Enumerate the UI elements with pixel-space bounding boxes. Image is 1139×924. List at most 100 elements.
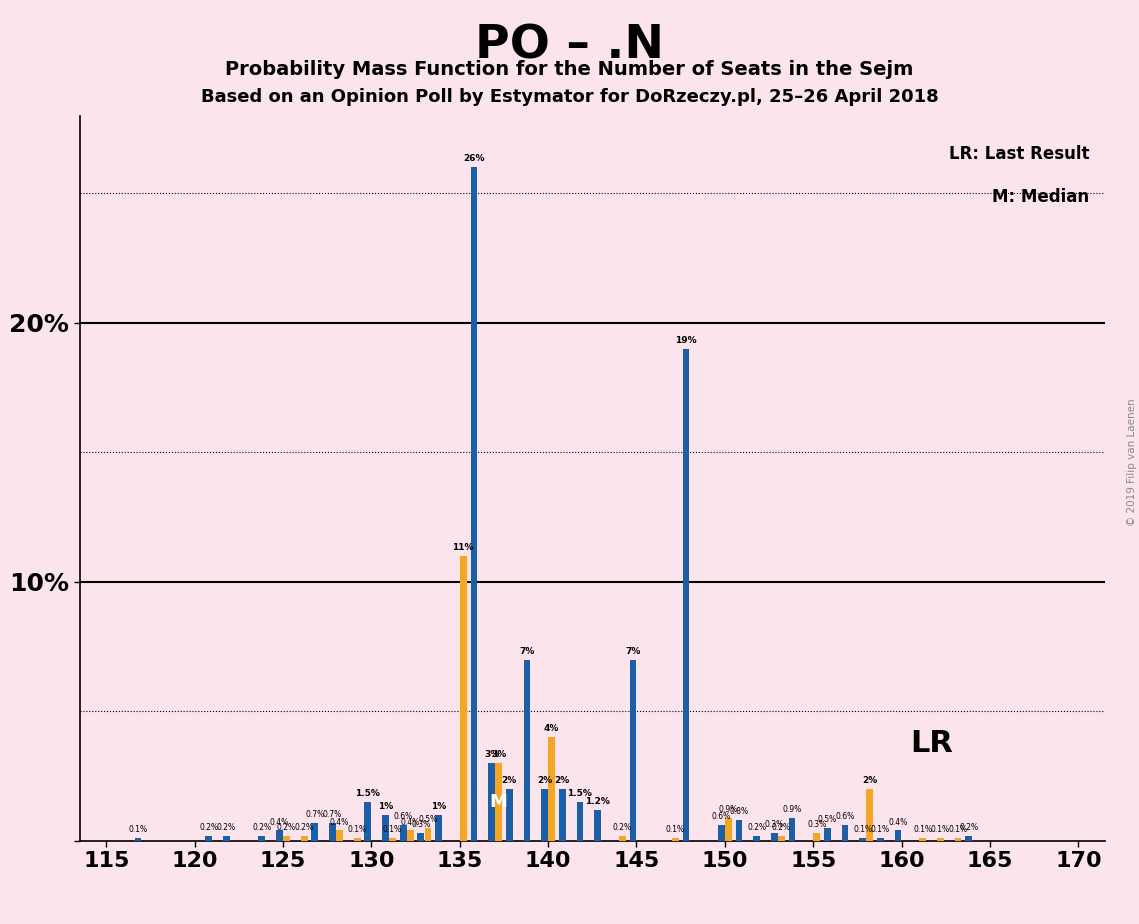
- Bar: [726, 818, 731, 841]
- Text: 1.5%: 1.5%: [355, 789, 380, 798]
- Bar: [336, 831, 343, 841]
- Text: 0.7%: 0.7%: [305, 809, 325, 819]
- Text: 0.3%: 0.3%: [808, 821, 827, 829]
- Text: 0.1%: 0.1%: [347, 825, 367, 834]
- Bar: [134, 838, 141, 841]
- Bar: [682, 348, 689, 841]
- Text: 0.1%: 0.1%: [931, 825, 950, 834]
- Bar: [400, 825, 407, 841]
- Text: 0.9%: 0.9%: [782, 805, 802, 814]
- Text: 0.1%: 0.1%: [871, 825, 890, 834]
- Text: 2%: 2%: [862, 776, 877, 785]
- Text: 0.3%: 0.3%: [411, 821, 431, 829]
- Bar: [559, 789, 566, 841]
- Bar: [778, 835, 785, 841]
- Text: 0.2%: 0.2%: [199, 822, 219, 832]
- Text: 0.1%: 0.1%: [129, 825, 148, 834]
- Bar: [418, 833, 424, 841]
- Bar: [541, 789, 548, 841]
- Bar: [223, 835, 230, 841]
- Text: 0.1%: 0.1%: [853, 825, 872, 834]
- Text: PO – .N: PO – .N: [475, 23, 664, 68]
- Text: Based on an Opinion Poll by Estymator for DoRzeczy.pl, 25–26 April 2018: Based on an Opinion Poll by Estymator fo…: [200, 88, 939, 105]
- Bar: [895, 831, 901, 841]
- Text: 19%: 19%: [675, 335, 697, 345]
- Bar: [672, 838, 679, 841]
- Bar: [259, 835, 265, 841]
- Bar: [524, 660, 531, 841]
- Text: 0.4%: 0.4%: [401, 818, 420, 827]
- Bar: [276, 831, 282, 841]
- Text: 0.7%: 0.7%: [322, 809, 342, 819]
- Text: 3%: 3%: [491, 750, 506, 760]
- Bar: [813, 833, 820, 841]
- Text: Probability Mass Function for the Number of Seats in the Sejm: Probability Mass Function for the Number…: [226, 60, 913, 79]
- Text: 7%: 7%: [519, 647, 534, 656]
- Bar: [495, 763, 502, 841]
- Bar: [329, 822, 336, 841]
- Bar: [205, 835, 212, 841]
- Text: 1%: 1%: [431, 802, 446, 811]
- Text: 3%: 3%: [484, 750, 499, 760]
- Text: © 2019 Filip van Laenen: © 2019 Filip van Laenen: [1126, 398, 1137, 526]
- Bar: [284, 835, 289, 841]
- Bar: [470, 167, 477, 841]
- Bar: [595, 809, 601, 841]
- Text: LR: LR: [910, 729, 953, 758]
- Bar: [753, 835, 760, 841]
- Bar: [301, 835, 308, 841]
- Text: M: M: [490, 793, 508, 811]
- Text: 0.2%: 0.2%: [747, 822, 767, 832]
- Bar: [823, 828, 830, 841]
- Bar: [630, 660, 637, 841]
- Text: 1%: 1%: [378, 802, 393, 811]
- Bar: [364, 802, 371, 841]
- Text: 0.6%: 0.6%: [835, 812, 854, 821]
- Bar: [788, 818, 795, 841]
- Bar: [435, 815, 442, 841]
- Text: LR: Last Result: LR: Last Result: [949, 144, 1089, 163]
- Bar: [506, 789, 513, 841]
- Bar: [937, 838, 944, 841]
- Text: 0.1%: 0.1%: [949, 825, 968, 834]
- Bar: [618, 835, 625, 841]
- Text: 0.2%: 0.2%: [295, 822, 313, 832]
- Bar: [390, 838, 396, 841]
- Text: 0.6%: 0.6%: [712, 812, 731, 821]
- Text: 0.9%: 0.9%: [719, 805, 738, 814]
- Text: 0.2%: 0.2%: [959, 822, 978, 832]
- Bar: [771, 833, 778, 841]
- Text: 1.2%: 1.2%: [585, 796, 611, 806]
- Text: 0.6%: 0.6%: [394, 812, 412, 821]
- Text: 0.5%: 0.5%: [418, 815, 437, 824]
- Text: 0.4%: 0.4%: [888, 818, 908, 827]
- Text: 4%: 4%: [544, 724, 559, 734]
- Bar: [736, 821, 743, 841]
- Text: 0.2%: 0.2%: [277, 822, 296, 832]
- Text: 1.5%: 1.5%: [567, 789, 592, 798]
- Bar: [919, 838, 926, 841]
- Bar: [966, 835, 972, 841]
- Bar: [576, 802, 583, 841]
- Text: 2%: 2%: [555, 776, 570, 785]
- Text: 0.4%: 0.4%: [270, 818, 289, 827]
- Text: 26%: 26%: [464, 154, 484, 164]
- Text: 0.2%: 0.2%: [252, 822, 271, 832]
- Text: 2%: 2%: [536, 776, 552, 785]
- Bar: [382, 815, 388, 841]
- Text: 7%: 7%: [625, 647, 640, 656]
- Bar: [718, 825, 724, 841]
- Bar: [842, 825, 849, 841]
- Text: 0.5%: 0.5%: [818, 815, 837, 824]
- Bar: [548, 737, 555, 841]
- Bar: [460, 556, 467, 841]
- Text: 0.1%: 0.1%: [383, 825, 402, 834]
- Text: M: Median: M: Median: [992, 188, 1089, 206]
- Text: 0.2%: 0.2%: [613, 822, 632, 832]
- Bar: [354, 838, 361, 841]
- Bar: [311, 822, 318, 841]
- Bar: [867, 789, 874, 841]
- Bar: [425, 828, 432, 841]
- Text: 2%: 2%: [501, 776, 517, 785]
- Text: 0.2%: 0.2%: [216, 822, 236, 832]
